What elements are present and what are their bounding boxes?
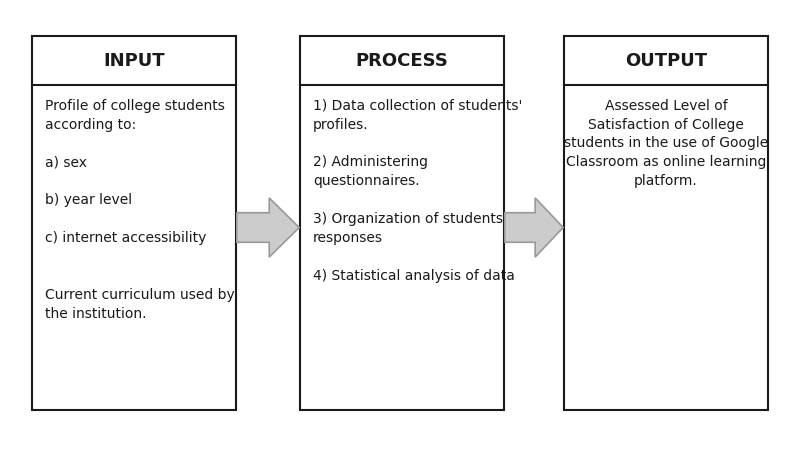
Bar — [300, 36, 504, 410]
Bar — [564, 36, 768, 410]
Text: OUTPUT: OUTPUT — [625, 52, 707, 70]
Text: Profile of college students
according to:

a) sex

b) year level

c) internet ac: Profile of college students according to… — [45, 99, 234, 321]
Text: 1) Data collection of students'
profiles.

2) Administering
questionnaires.

3) : 1) Data collection of students' profiles… — [313, 99, 522, 283]
Polygon shape — [237, 198, 299, 257]
Bar — [32, 36, 236, 410]
Polygon shape — [505, 198, 563, 257]
Text: Assessed Level of
Satisfaction of College
students in the use of Google
Classroo: Assessed Level of Satisfaction of Colleg… — [564, 99, 768, 188]
Text: PROCESS: PROCESS — [355, 52, 449, 70]
Text: INPUT: INPUT — [103, 52, 165, 70]
